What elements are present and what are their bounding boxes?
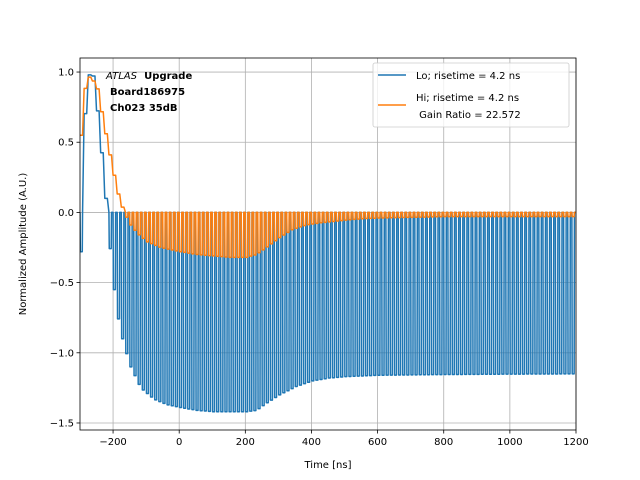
legend-label-hi-line-1: Hi; risetime = 4.2 ns <box>416 93 519 104</box>
legend: Lo; risetime = 4.2 ns Hi; risetime = 4.2… <box>372 62 570 128</box>
plot-frame <box>79 57 577 431</box>
y-axis-label: Normalized Amplitude (A.U.) <box>18 173 29 316</box>
x-tick-label: 1200 <box>563 437 588 448</box>
y-tick-label: −0.5 <box>50 278 74 289</box>
y-tick-label: 0.0 <box>58 208 74 219</box>
plot-series <box>80 74 576 413</box>
y-tick-label: −1.0 <box>50 348 74 359</box>
atlas-annotation: ATLAS Upgrade Board186975 Ch023 35dB <box>105 71 192 114</box>
annotation-line-1: ATLAS Upgrade <box>105 71 192 82</box>
y-axis: −1.5 −1.0 −0.5 0.0 0.5 1.0 <box>50 68 80 429</box>
x-tick-label: 800 <box>434 437 453 448</box>
x-tick-label: 1000 <box>497 437 522 448</box>
annotation-board: Board186975 <box>110 87 185 98</box>
legend-label-hi-line-2: Gain Ratio = 22.572 <box>416 110 521 121</box>
x-axis: −200 0 200 400 600 800 1000 1200 <box>99 430 589 448</box>
x-tick-label: 0 <box>176 437 182 448</box>
x-tick-label: 600 <box>368 437 387 448</box>
annotation-experiment: ATLAS <box>105 71 138 82</box>
y-tick-label: −1.5 <box>50 418 74 429</box>
legend-box <box>372 62 570 128</box>
series-line-hi <box>80 76 576 259</box>
x-tick-label: 400 <box>302 437 321 448</box>
x-axis-label: Time [ns] <box>303 460 351 471</box>
legend-label-lo: Lo; risetime = 4.2 ns <box>416 71 520 82</box>
y-tick-label: 0.5 <box>58 138 74 149</box>
annotation-channel: Ch023 35dB <box>110 103 178 114</box>
x-tick-label: −200 <box>99 437 126 448</box>
y-tick-label: 1.0 <box>58 68 74 79</box>
annotation-tag: Upgrade <box>144 71 192 82</box>
x-tick-label: 200 <box>236 437 255 448</box>
